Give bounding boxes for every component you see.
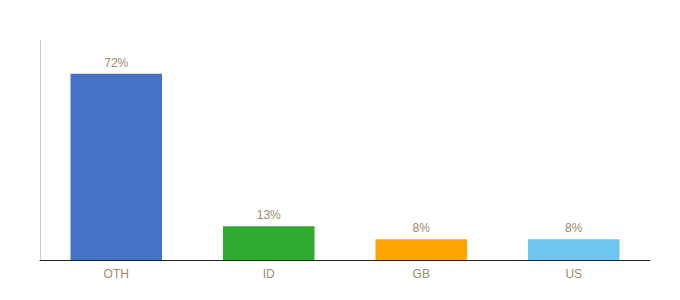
svg-text:ID: ID xyxy=(263,267,275,281)
svg-text:US: US xyxy=(565,267,582,281)
svg-text:8%: 8% xyxy=(565,221,583,235)
svg-text:GB: GB xyxy=(413,267,430,281)
svg-text:8%: 8% xyxy=(413,221,431,235)
svg-text:OTH: OTH xyxy=(104,267,129,281)
svg-text:13%: 13% xyxy=(257,208,281,222)
svg-text:72%: 72% xyxy=(104,56,128,70)
